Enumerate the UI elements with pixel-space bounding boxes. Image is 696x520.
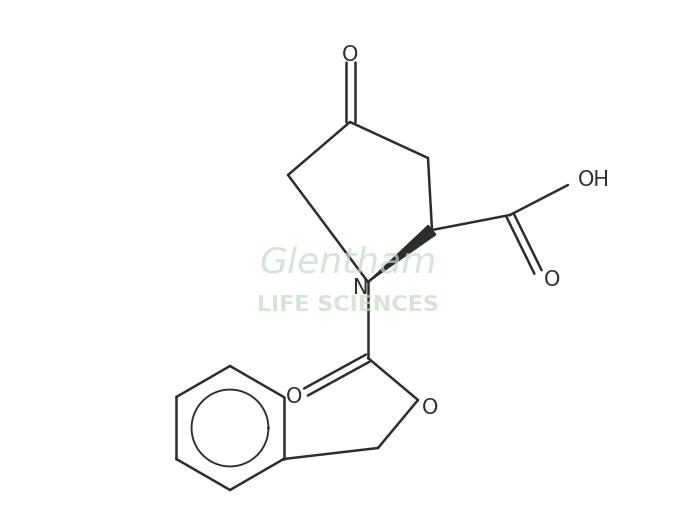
Text: O: O xyxy=(286,387,302,407)
Text: OH: OH xyxy=(578,170,610,190)
Text: O: O xyxy=(544,270,560,290)
Text: Glentham: Glentham xyxy=(259,245,437,279)
Text: N: N xyxy=(354,278,369,298)
Text: LIFE SCIENCES: LIFE SCIENCES xyxy=(257,295,439,315)
Text: O: O xyxy=(422,398,438,418)
Polygon shape xyxy=(368,225,436,282)
Text: O: O xyxy=(342,45,358,65)
